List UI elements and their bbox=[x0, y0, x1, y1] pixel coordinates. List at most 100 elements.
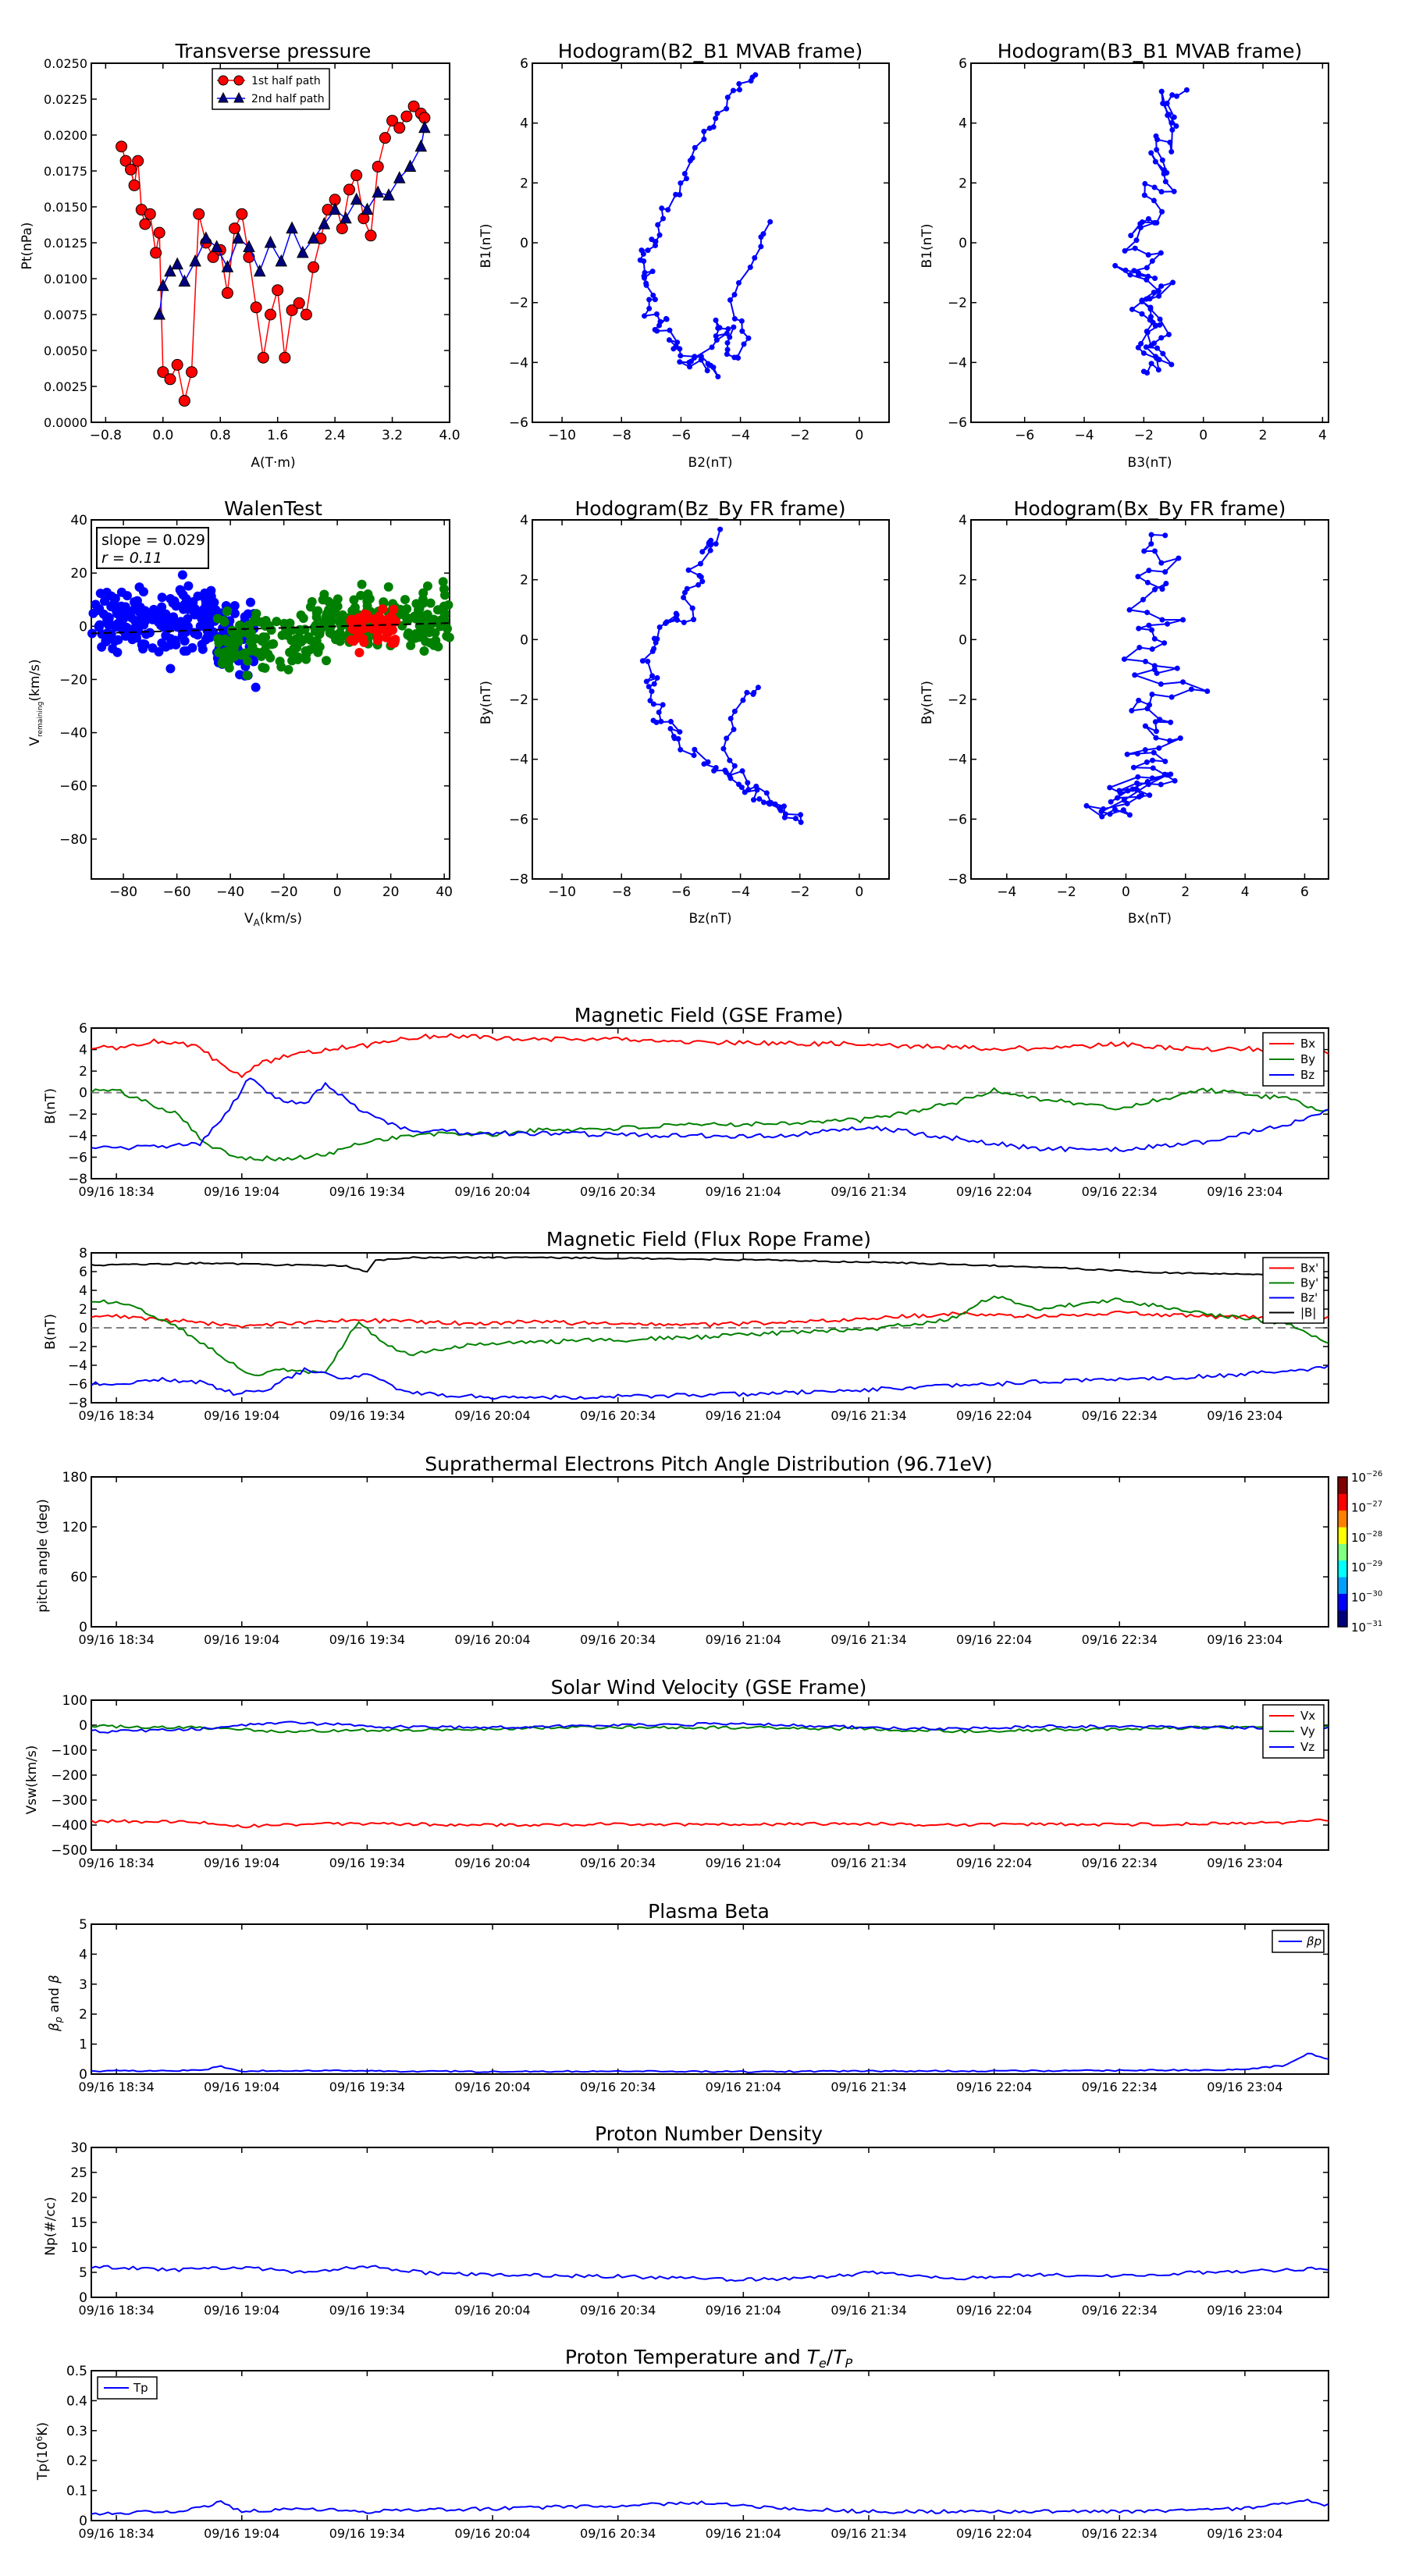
x-tick-label: 09/16 19:34 bbox=[329, 2080, 405, 2094]
data-point bbox=[243, 240, 255, 253]
x-tick-label: 09/16 21:04 bbox=[706, 1856, 781, 1870]
x-tick-label: 1.6 bbox=[267, 428, 288, 443]
x-tick-label: 09/16 23:04 bbox=[1207, 2526, 1282, 2541]
data-point bbox=[667, 718, 674, 724]
data-point bbox=[1162, 758, 1168, 764]
data-point bbox=[335, 628, 345, 638]
x-tick-label: 4.0 bbox=[439, 428, 460, 443]
data-point bbox=[711, 767, 717, 774]
data-point bbox=[724, 347, 731, 353]
data-point bbox=[767, 219, 774, 225]
x-tick-label: 0.0 bbox=[152, 428, 173, 443]
data-point bbox=[653, 311, 660, 317]
data-point bbox=[1144, 265, 1150, 271]
data-point bbox=[725, 326, 731, 332]
data-point bbox=[411, 628, 421, 639]
data-point bbox=[1107, 785, 1113, 791]
series-line bbox=[158, 127, 425, 315]
data-point bbox=[1168, 148, 1175, 155]
data-point bbox=[1136, 625, 1142, 632]
data-point bbox=[443, 600, 454, 610]
data-point bbox=[245, 597, 255, 607]
data-point bbox=[240, 649, 250, 659]
x-tick-label: 09/16 22:34 bbox=[1082, 1408, 1158, 1423]
chart-title: Transverse pressure bbox=[175, 40, 372, 62]
data-point bbox=[1144, 610, 1151, 616]
data-point bbox=[658, 718, 664, 724]
data-point bbox=[1151, 184, 1158, 190]
panel-plasma-beta: Plasma Beta βp and β bbox=[47, 1900, 770, 2032]
data-point bbox=[670, 733, 677, 739]
legend-label: |B| bbox=[1300, 1306, 1316, 1320]
series-line bbox=[91, 1724, 1329, 1734]
y-tick-label: 0.0175 bbox=[44, 164, 87, 179]
y-tick-label: 40 bbox=[70, 513, 87, 528]
data-point bbox=[727, 757, 733, 763]
data-point bbox=[760, 799, 767, 806]
data-point bbox=[677, 359, 683, 365]
data-point bbox=[1151, 219, 1158, 226]
chart-title: Magnetic Field (Flux Rope Frame) bbox=[546, 1228, 871, 1251]
x-tick-label: 4 bbox=[1318, 428, 1327, 443]
data-point bbox=[642, 313, 648, 319]
data-point bbox=[215, 634, 225, 644]
y-tick-label: 2 bbox=[79, 1064, 87, 1080]
y-tick-label: 4 bbox=[79, 1043, 87, 1059]
data-point bbox=[1148, 343, 1154, 349]
y-axis-label: By(nT) bbox=[919, 681, 935, 724]
x-tick-label: −20 bbox=[270, 884, 298, 900]
data-point bbox=[1171, 114, 1177, 120]
x-axis-label: B3(nT) bbox=[1128, 455, 1172, 471]
y-tick-label: 2 bbox=[79, 2007, 87, 2023]
data-point bbox=[724, 94, 731, 101]
y-axis-label: Vsw(km/s) bbox=[24, 1745, 40, 1815]
y-tick-label: 0.3 bbox=[66, 2424, 87, 2439]
data-point bbox=[335, 636, 345, 646]
data-point bbox=[318, 216, 331, 229]
y-axis-label: βp and β bbox=[47, 1975, 64, 2032]
x-tick-label: 09/16 22:34 bbox=[1082, 1856, 1158, 1870]
data-point bbox=[157, 592, 167, 603]
colorbar-segment bbox=[1338, 1560, 1347, 1578]
data-point bbox=[713, 541, 719, 547]
colorbar-segment bbox=[1338, 1477, 1347, 1494]
colorbar-tick-label: 10−30 bbox=[1351, 1590, 1382, 1605]
series-line bbox=[91, 2265, 1329, 2282]
data-point bbox=[715, 374, 721, 380]
colorbar-segment bbox=[1338, 1543, 1347, 1561]
data-point bbox=[407, 100, 420, 112]
data-point bbox=[393, 171, 406, 183]
hodogram-line bbox=[641, 528, 802, 824]
y-tick-label: 4 bbox=[79, 1283, 87, 1299]
panel-b-gse: Magnetic Field (GSE Frame) B(nT) bbox=[43, 1004, 843, 1124]
data-point bbox=[643, 282, 649, 288]
data-point bbox=[229, 222, 241, 235]
data-point bbox=[350, 169, 363, 182]
data-point bbox=[752, 254, 758, 261]
data-point bbox=[171, 358, 183, 371]
data-point bbox=[1152, 276, 1158, 282]
data-point bbox=[144, 208, 156, 220]
chart-title: Hodogram(Bz_By FR frame) bbox=[574, 497, 845, 520]
data-point bbox=[643, 678, 649, 685]
data-point bbox=[649, 688, 655, 695]
x-tick-label: 09/16 21:34 bbox=[831, 2080, 906, 2094]
data-point bbox=[400, 110, 413, 123]
h1-marks: −6 −4 −2 0 2 4 6 −10 −8 −6 −4 −2 0 bbox=[509, 56, 890, 443]
y-tick-label: 2 bbox=[959, 573, 967, 589]
data-point bbox=[713, 333, 719, 339]
data-point bbox=[251, 682, 261, 692]
y-axis-label: pitch angle (deg) bbox=[35, 1499, 51, 1613]
data-point bbox=[1132, 245, 1138, 251]
data-point bbox=[1146, 622, 1152, 628]
x-tick-label: 09/16 22:04 bbox=[956, 1184, 1032, 1199]
data-point bbox=[404, 159, 417, 172]
data-point bbox=[361, 202, 374, 215]
data-point bbox=[1151, 290, 1157, 296]
data-point bbox=[1169, 126, 1176, 133]
data-point bbox=[692, 144, 698, 151]
data-point bbox=[707, 362, 713, 368]
data-point bbox=[1148, 361, 1154, 367]
data-point bbox=[420, 624, 430, 635]
data-point bbox=[297, 245, 309, 258]
